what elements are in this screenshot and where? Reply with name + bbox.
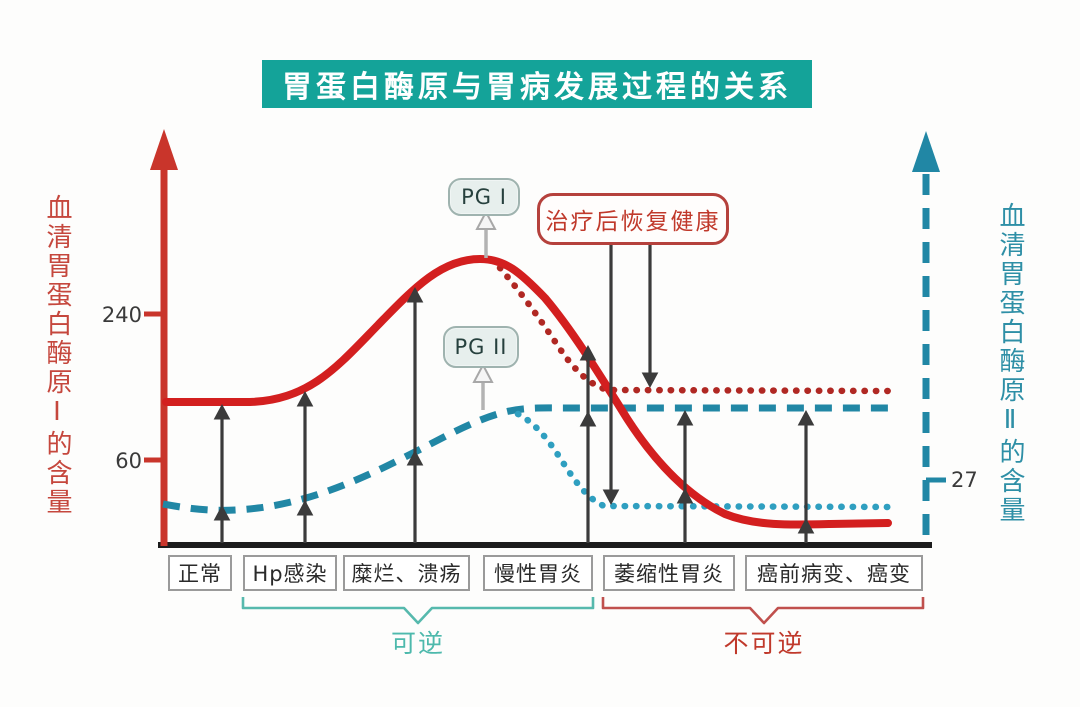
recovery-arrow-to-pg1-level (641, 241, 659, 389)
left-axis-tick-60: 60 (115, 449, 142, 473)
marker-arrow-erosion-ulcer (406, 286, 424, 543)
stage-box-normal: 正常 (168, 555, 232, 591)
right-axis-arrowhead-icon (912, 131, 940, 172)
pg1-callout-arrow (475, 209, 497, 258)
right-y-axis (912, 131, 946, 546)
marker-arrow-hp-infection (296, 390, 314, 543)
pg1-recovery-dotted-curve (496, 264, 892, 395)
pg2-callout-arrow (472, 362, 494, 410)
recovery-pointer-arrows (602, 241, 659, 506)
stage-box-precancerous-cancer: 癌前病变、癌变 (745, 555, 923, 591)
stage-box-chronic-gastritis: 慢性胃炎 (483, 555, 593, 591)
marker-arrow-normal (213, 403, 231, 543)
stage-box-hp-infection: Hp感染 (243, 555, 337, 591)
pg2-label-box: PG II (443, 326, 519, 368)
pg1-progression-curve (162, 254, 892, 529)
stage-box-atrophic-gastritis: 萎缩性胃炎 (603, 555, 735, 591)
reversible-phase-brace (241, 597, 595, 625)
label-callout-arrows (472, 209, 497, 410)
left-axis-tick-240: 240 (101, 303, 142, 327)
pg2-progression-curve (162, 404, 890, 514)
marker-arrow-precancerous (797, 409, 815, 543)
pg1-label-box: PG I (448, 178, 520, 216)
page-title: 胃蛋白酶原与胃病发展过程的关系 (262, 60, 812, 108)
stage-marker-arrows (213, 286, 815, 543)
recovery-annotation-box: 治疗后恢复健康 (537, 193, 729, 245)
stage-box-erosion-ulcer: 糜烂、溃疡 (343, 555, 470, 591)
left-y-axis (144, 129, 178, 546)
marker-arrow-chronic-gastritis (579, 344, 597, 543)
irreversible-phase-label: 不可逆 (723, 629, 805, 658)
reversible-phase-label: 可逆 (390, 629, 445, 658)
left-axis-label: 血清胃蛋白酶原Ⅰ的含量 (42, 194, 72, 517)
pg2-recovery-dotted-curve (514, 410, 901, 511)
right-axis-tick-27: 27 (951, 468, 978, 492)
right-axis-label: 血清胃蛋白酶原Ⅱ的含量 (995, 202, 1025, 525)
irreversible-phase-brace (601, 597, 925, 625)
marker-arrow-atrophic-gastritis (676, 409, 694, 543)
recovery-arrow-to-pg2-level (602, 241, 620, 506)
left-axis-arrowhead-icon (150, 129, 178, 170)
